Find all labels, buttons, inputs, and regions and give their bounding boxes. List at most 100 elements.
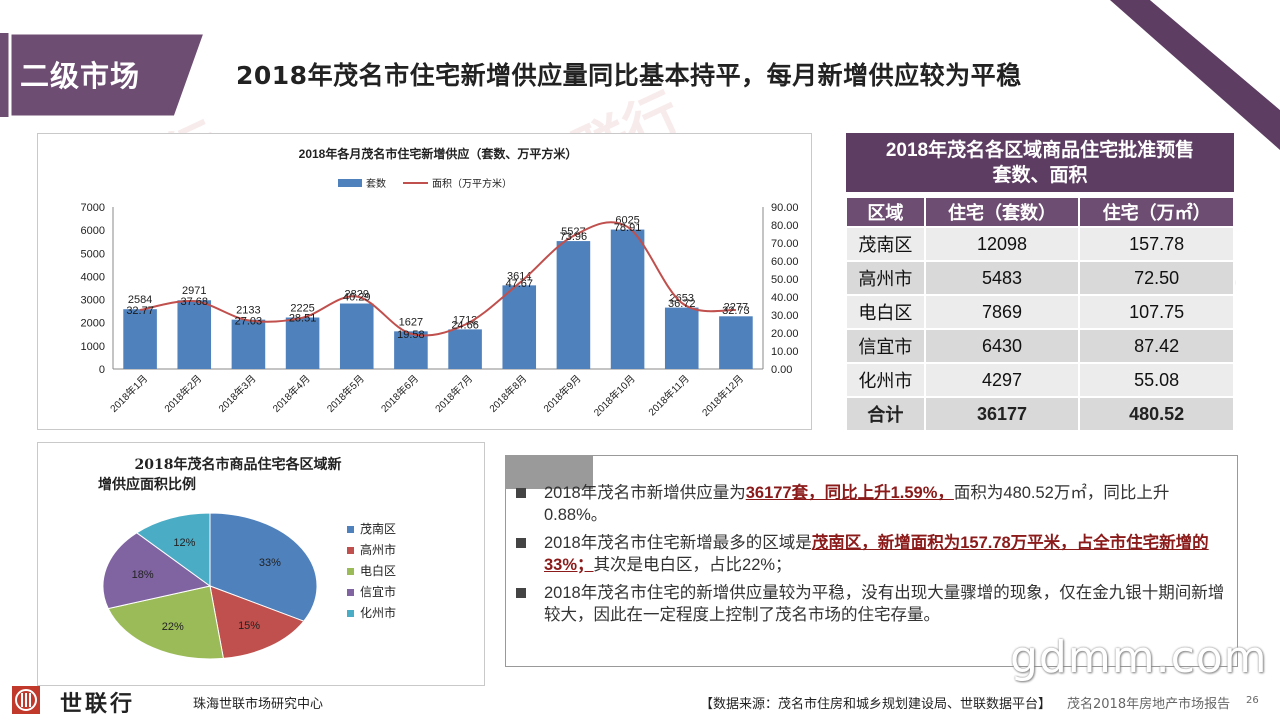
bar — [394, 331, 428, 369]
region-share-chart: 2018年茂名市商品住宅各区域新 增供应面积比例 33% 15% 22% 18% 12% 茂南… — [37, 442, 485, 686]
pie-slice — [102, 532, 212, 610]
bullet-square-icon — [516, 538, 526, 548]
bar — [502, 285, 537, 369]
combo-chart-svg: 2018年各月茂名市住宅新增供应（套数、万平方米） 套数 面积（万平方米） 0 1000… — [81, 146, 799, 419]
y-tick-label: 7000 — [81, 202, 105, 214]
legend-swatch — [347, 547, 354, 554]
table-row: 高州市 5483 72.50 — [845, 260, 1235, 296]
bar — [719, 316, 753, 369]
x-tick-label: 2018年2月 — [161, 372, 204, 415]
bar-value-label: 2225 — [290, 303, 314, 315]
page-number: 26 — [1246, 695, 1259, 706]
y2-tick-label: 20.00 — [771, 328, 799, 340]
table-header: 住宅（万㎡） — [1078, 194, 1235, 228]
line-value-label: 27.03 — [235, 315, 263, 327]
chart-title: 2018年茂名市商品住宅各区域新 — [135, 456, 342, 473]
chart-title: 2018年各月茂名市住宅新增供应（套数、万平方米） — [299, 146, 578, 161]
y-tick-label: 1000 — [81, 341, 105, 353]
section-tag: 二级市场 — [0, 33, 205, 117]
x-tick-label: 2018年10月 — [591, 372, 638, 419]
legend-label: 套数 — [366, 177, 386, 190]
bar — [556, 241, 591, 369]
bar-value-label: 2584 — [128, 294, 152, 306]
y-tick-label: 0 — [99, 364, 105, 376]
x-tick-label: 2018年4月 — [270, 372, 313, 415]
line-value-label: 47.67 — [505, 278, 533, 290]
x-tick-label: 2018年8月 — [486, 372, 529, 415]
bar — [448, 329, 482, 369]
bullet-square-icon — [516, 488, 526, 498]
table-row: 化州市 4297 55.08 — [845, 362, 1235, 398]
bullet-square-icon — [516, 588, 526, 598]
pie-value-label: 22% — [162, 621, 184, 633]
x-tick-label: 2018年3月 — [216, 372, 259, 415]
line-value-label: 32.73 — [722, 305, 750, 317]
y-tick-label: 3000 — [81, 295, 105, 307]
bar-value-label: 1712 — [453, 314, 477, 326]
y2-tick-label: 80.00 — [771, 220, 799, 232]
legend-label: 面积（万平方米） — [432, 177, 512, 190]
table-title-line2: 套数、面积 — [992, 164, 1088, 186]
legend-swatch — [347, 568, 354, 575]
line-value-label: 19.58 — [397, 329, 425, 341]
area-line — [139, 221, 737, 337]
y2-tick-label: 40.00 — [771, 292, 799, 304]
legend-label: 化州市 — [360, 605, 396, 620]
bullet-text: 2018年茂名市住宅新增最多的区域是 — [544, 534, 812, 552]
legend-swatch — [347, 589, 354, 596]
table-cell: 合计 — [845, 396, 926, 432]
bar — [339, 303, 374, 369]
bullet-item: 2018年茂名市新增供应量为36177套，同比上升1.59%，面积为480.52… — [512, 482, 1232, 526]
footer-report-title: 茂名2018年房地产市场报告 — [1067, 697, 1231, 712]
x-tick-label: 2018年6月 — [378, 372, 421, 415]
summary-bullets: 2018年茂名市新增供应量为36177套，同比上升1.59%，面积为480.52… — [512, 482, 1232, 632]
legend-label: 电白区 — [360, 563, 396, 578]
y2-tick-label: 90.00 — [771, 202, 799, 214]
table-title-line1: 2018年茂名各区域商品住宅批准预售 — [885, 139, 1195, 161]
bar-value-label: 1627 — [399, 316, 423, 328]
bar-value-label: 2133 — [236, 305, 260, 317]
bar — [231, 319, 266, 369]
bullet-text: 面积为480.52万㎡，同比上升0.88%。 — [544, 484, 1170, 524]
x-tick-label: 2018年7月 — [432, 372, 475, 415]
table-header: 区域 — [845, 194, 926, 228]
pie-slice — [209, 585, 305, 659]
table-cell: 480.52 — [1078, 396, 1235, 432]
table-row: 信宜市 6430 87.42 — [845, 328, 1235, 364]
line-value-label: 24.66 — [451, 320, 479, 332]
footer-source: 【数据来源：茂名市住房和城乡规划建设局、世联数据平台】 — [700, 697, 1052, 712]
bullet-item: 2018年茂名市住宅新增最多的区域是茂南区，新增面积为157.78万平米，占全市… — [512, 532, 1232, 576]
table-cell: 6430 — [923, 328, 1081, 364]
page-title: 2018年茂名市住宅新增供应量同比基本持平，每月新增供应较为平稳 — [236, 61, 1022, 90]
table-total-row: 合计 36177 480.52 — [845, 396, 1235, 432]
table-cell: 107.75 — [1078, 294, 1235, 330]
corner-decoration — [1110, 0, 1280, 150]
y-tick-label: 5000 — [81, 248, 105, 260]
line-value-label: 36.72 — [668, 298, 696, 310]
bar-value-label: 2971 — [182, 285, 206, 297]
x-tick-label: 2018年12月 — [699, 372, 746, 419]
table-header: 住宅（套数） — [923, 194, 1081, 228]
table-title: 2018年茂名各区域商品住宅批准预售 套数、面积 — [846, 133, 1234, 198]
y2-tick-label: 70.00 — [771, 238, 799, 250]
table-cell: 72.50 — [1078, 260, 1235, 296]
bar — [177, 300, 212, 369]
line-value-label: 40.29 — [343, 291, 371, 303]
table-row: 电白区 7869 107.75 — [845, 294, 1235, 330]
line-value-label: 37.68 — [180, 296, 208, 308]
bullet-highlight: 茂南区，新增面积为157.78万平米，占全市住宅新增的33%； — [544, 534, 1209, 574]
region-table: 2018年茂名各区域商品住宅批准预售 套数、面积 区域 住宅（套数） 住宅（万㎡… — [845, 133, 1235, 432]
pie-slice — [209, 512, 318, 622]
y-tick-label: 6000 — [81, 225, 105, 237]
legend-swatch — [347, 610, 354, 617]
table-cell: 36177 — [923, 396, 1081, 432]
legend-swatch — [347, 526, 354, 533]
bullet-text: 其次是电白区，占比22%； — [593, 556, 792, 574]
legend-label: 高州市 — [360, 542, 396, 557]
table-cell: 4297 — [923, 362, 1081, 398]
pie-slice — [135, 512, 211, 587]
table-cell: 高州市 — [845, 260, 926, 296]
monthly-supply-chart: 2018年各月茂名市住宅新增供应（套数、万平方米） 套数 面积（万平方米） 0 1000… — [37, 133, 812, 430]
bullet-text: 2018年茂名市住宅的新增供应量较为平稳，没有出现大量骤增的现象，仅在金九银十期… — [544, 584, 1225, 624]
